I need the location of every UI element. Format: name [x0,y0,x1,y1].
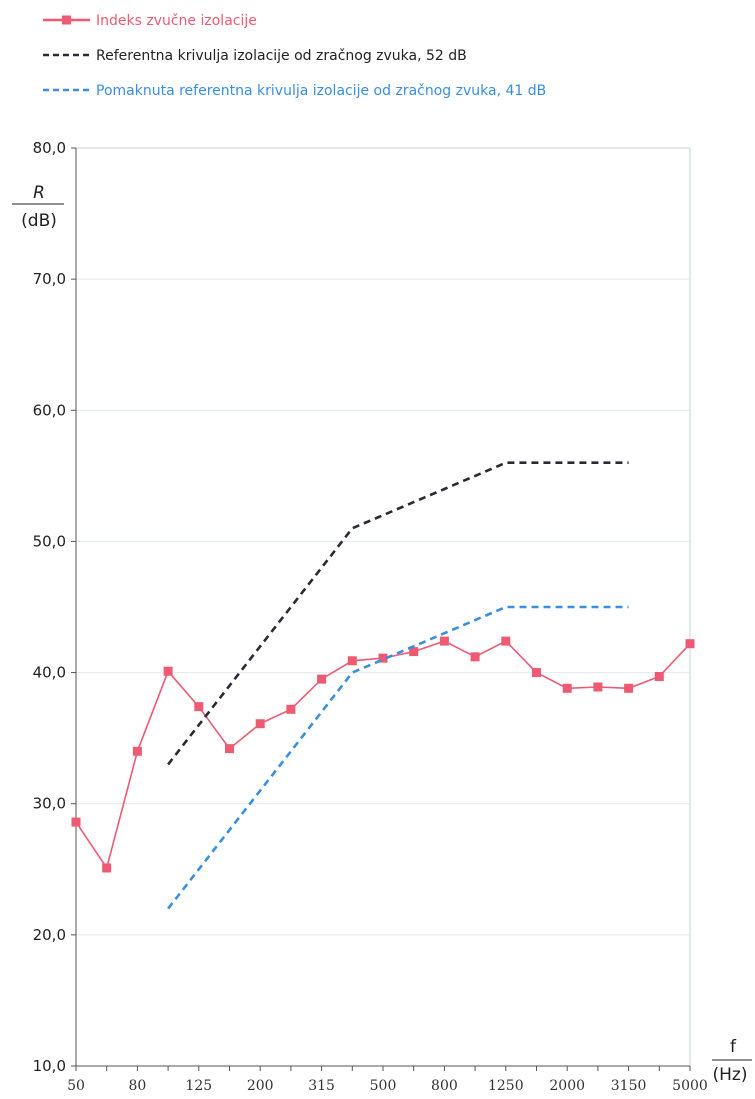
legend-label: Indeks zvučne izolacije [96,13,257,29]
x-axis-symbol: f [730,1037,737,1057]
y-tick-label: 50,0 [33,532,66,550]
y-tick-label: 30,0 [33,795,66,813]
data-point [439,636,449,646]
data-point [317,674,327,684]
x-tick-label: 80 [128,1078,146,1094]
legend-swatch-marker [62,15,71,25]
gridlines [76,278,690,936]
y-axis-ticks: 10,0 20,0 30,0 40,0 50,0 60,0 70,0 80,0 [33,139,76,1075]
legend-item: Pomaknuta referentna krivulja izolacije … [43,83,546,99]
y-axis-unit: (dB) [21,211,57,231]
x-tick-label: 500 [370,1078,397,1094]
data-point [132,746,142,756]
data-point [654,672,664,682]
y-axis-label: R (dB) [12,183,64,231]
data-point [347,656,357,666]
data-point [255,719,265,729]
legend-item: Referentna krivulja izolacije od zračnog… [43,48,467,64]
legend-label: Referentna krivulja izolacije od zračnog… [96,48,467,64]
x-tick-label: 315 [308,1078,335,1094]
data-point [378,653,388,663]
data-point [685,639,695,649]
y-tick-label: 60,0 [33,401,66,419]
data-point [470,652,480,662]
series-layer [71,461,695,910]
data-point [163,666,173,676]
x-tick-label: 1250 [488,1078,524,1094]
y-axis-symbol: R [33,183,45,203]
series-2-line [167,461,629,766]
legend-item: Indeks zvučne izolacije [43,13,257,29]
series-2 [167,461,629,766]
y-tick-label: 10,0 [33,1057,66,1075]
series-3-line [167,605,629,910]
y-tick-label: 70,0 [33,270,66,288]
data-point [102,863,112,873]
x-tick-label: 125 [185,1078,212,1094]
x-tick-label: 200 [247,1078,274,1094]
data-point [593,682,603,692]
series-3 [167,605,629,910]
data-point [286,704,296,714]
data-point [624,683,634,693]
x-tick-label: 50 [67,1078,85,1094]
x-axis-label: f (Hz) [712,1037,752,1085]
y-tick-label: 80,0 [33,139,66,157]
y-tick-label: 20,0 [33,926,66,944]
data-point [501,636,511,646]
x-axis-ticks: 50 80 125 200 315 500 800 1250 2000 3150 5000 [67,1066,708,1094]
x-tick-label: 2000 [549,1078,585,1094]
data-point [194,702,204,712]
data-point [532,668,541,678]
x-tick-label: 800 [431,1078,458,1094]
data-point [225,744,234,754]
data-point [562,683,572,693]
data-point [409,647,419,657]
series-1 [71,636,695,873]
data-point [71,817,81,827]
legend: Indeks zvučne izolacije Referentna krivul… [43,13,546,99]
y-tick-label: 40,0 [33,664,66,682]
x-tick-label: 3150 [611,1078,647,1094]
x-axis-unit: (Hz) [713,1065,748,1085]
x-tick-label: 5000 [672,1078,708,1094]
legend-label: Pomaknuta referentna krivulja izolacije … [96,83,546,99]
